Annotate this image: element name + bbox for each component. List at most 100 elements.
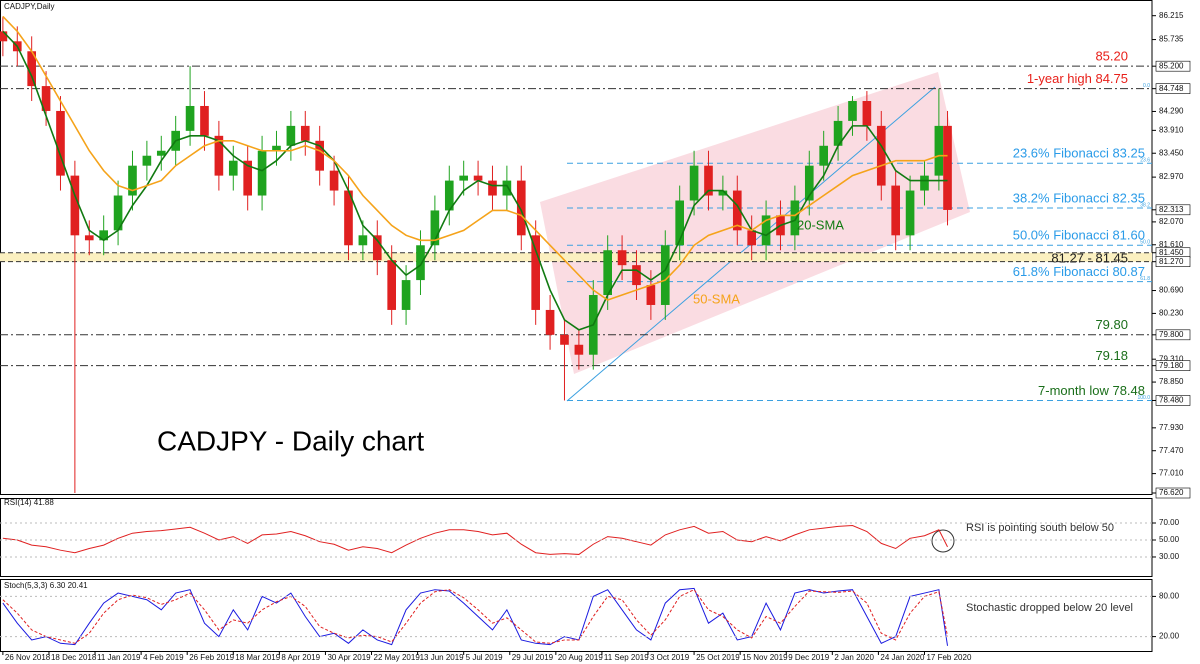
candle-body (560, 334, 569, 345)
y-tick-label: 82.313 (1159, 205, 1184, 214)
x-tick-label: 29 Jul 2019 (512, 653, 554, 662)
level-label: 1-year high 84.75 (1027, 71, 1128, 86)
x-tick-label: 26 Feb 2019 (189, 653, 234, 662)
level-label: 7-month low 78.48 (1038, 383, 1145, 398)
y-tick-box (1155, 83, 1191, 94)
x-tick-label: 11 Sep 2019 (604, 653, 649, 662)
y-tick-label: 81.270 (1159, 257, 1184, 266)
x-tick-label: 17 Feb 2020 (926, 653, 971, 662)
sma-line (2, 30, 948, 331)
candle-body (27, 51, 36, 87)
sma-label: 20-SMA (797, 217, 844, 232)
stoch-panel (0, 579, 1153, 652)
y-tick-label: 81.610 (1159, 240, 1184, 249)
indicator-line (2, 589, 949, 644)
candle-body (891, 185, 900, 236)
y-tick-label: 78.480 (1159, 396, 1184, 405)
candle-body (344, 190, 353, 246)
candle-body (718, 190, 728, 196)
candle-body (531, 235, 540, 310)
level-label: 61.8% Fibonacci 80.87 (1013, 264, 1145, 279)
candle-body (156, 150, 166, 156)
candle-body (876, 125, 886, 186)
y-tick-label: 84.290 (1159, 107, 1184, 116)
candle-body (387, 260, 396, 310)
level-label: 79.18 (1095, 348, 1128, 363)
y-tick-label: 80.00 (1159, 592, 1180, 601)
x-tick-label: 9 Dec 2019 (788, 653, 829, 662)
y-tick-label: 83.450 (1159, 148, 1184, 157)
candle-body (128, 165, 137, 196)
annotation: CADJPY - Daily chart (157, 425, 424, 456)
level-label: 38.2% Fibonacci 82.35 (1013, 190, 1145, 205)
x-tick-label: 3 Oct 2019 (650, 653, 690, 662)
candle-body (41, 86, 51, 111)
y-tick-label: 83.910 (1159, 125, 1184, 134)
x-tick-label: 24 Jan 2020 (880, 653, 925, 662)
y-tick-label: 20.00 (1159, 632, 1180, 641)
x-tick-label: 18 Dec 2018 (51, 653, 97, 662)
rsi-highlight-circle (931, 529, 955, 553)
y-tick-box (1155, 60, 1191, 72)
candle-body (473, 175, 483, 181)
x-tick-label: 18 Mar 2019 (235, 653, 280, 662)
candle-body (761, 215, 771, 246)
candle-body (574, 344, 584, 355)
candle-body (401, 280, 411, 310)
candle-body (819, 145, 828, 166)
y-tick-label: 50.00 (1159, 535, 1180, 544)
panel-title: RSI(14) 41.88 (4, 498, 54, 507)
candle-body (272, 145, 281, 151)
candle-body (603, 250, 612, 296)
candle-body (214, 135, 224, 176)
candle-body (113, 195, 123, 231)
y-tick-label: 70.00 (1159, 518, 1180, 527)
y-tick-label: 77.470 (1159, 446, 1184, 455)
fib-tag: 61.8 (1140, 276, 1150, 282)
y-tick-box (1155, 360, 1191, 371)
y-tick-label: 84.748 (1159, 84, 1184, 93)
x-tick-label: 11 Jan 2019 (97, 653, 141, 662)
indicator-line (2, 587, 949, 646)
candle-body (300, 125, 310, 141)
y-tick-label: 79.800 (1159, 330, 1184, 339)
candle-body (833, 120, 843, 146)
candle-body (228, 160, 238, 176)
y-tick-box (1155, 256, 1191, 267)
level-label: 50.0% Fibonacci 81.60 (1013, 228, 1145, 243)
candle-body (257, 150, 267, 196)
candle-body (84, 235, 94, 241)
candle-body (790, 200, 800, 236)
y-tick-label: 77.010 (1159, 469, 1184, 478)
y-tick-label: 82.070 (1159, 217, 1184, 226)
candle-body (704, 165, 713, 196)
level-band (0, 252, 1152, 262)
candle-body (747, 230, 756, 246)
indicator-line (2, 525, 948, 555)
y-tick-box (1155, 329, 1191, 341)
candle-body (70, 175, 80, 236)
level-label: 85.20 (1095, 49, 1128, 64)
candle-body (372, 235, 382, 261)
candle-body (732, 190, 742, 231)
candle-body (286, 125, 296, 146)
candle-body (0, 31, 8, 42)
x-tick-label: 30 Apr 2019 (327, 653, 371, 662)
candle-body (185, 105, 195, 131)
candle-body (488, 180, 497, 196)
candle-body (545, 309, 555, 335)
y-tick-label: 78.850 (1159, 377, 1184, 386)
candle-body (660, 245, 670, 305)
candle-body (934, 125, 944, 176)
candle-body (920, 175, 929, 191)
candle-body (315, 140, 324, 171)
candle-body (358, 235, 368, 246)
panel-title: Stoch(5,3,3) 6.30 20.41 (4, 581, 88, 590)
x-tick-label: 20 Aug 2019 (558, 653, 603, 662)
y-tick-label: 81.450 (1159, 248, 1184, 257)
y-tick-label: 79.310 (1159, 354, 1184, 363)
candle-body (646, 285, 656, 305)
sma-line (2, 15, 948, 301)
x-tick-label: 25 Oct 2019 (696, 653, 740, 662)
candle-body (516, 180, 526, 236)
